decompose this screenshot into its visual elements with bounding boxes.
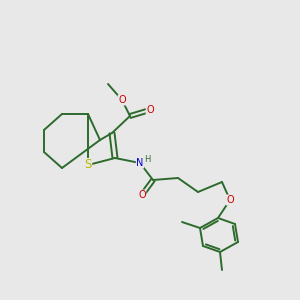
Text: O: O [146,105,154,115]
Text: O: O [138,190,146,200]
Text: O: O [118,95,126,105]
Text: S: S [84,158,92,172]
Text: N: N [136,158,144,168]
Text: O: O [226,195,234,205]
Text: H: H [144,154,150,164]
